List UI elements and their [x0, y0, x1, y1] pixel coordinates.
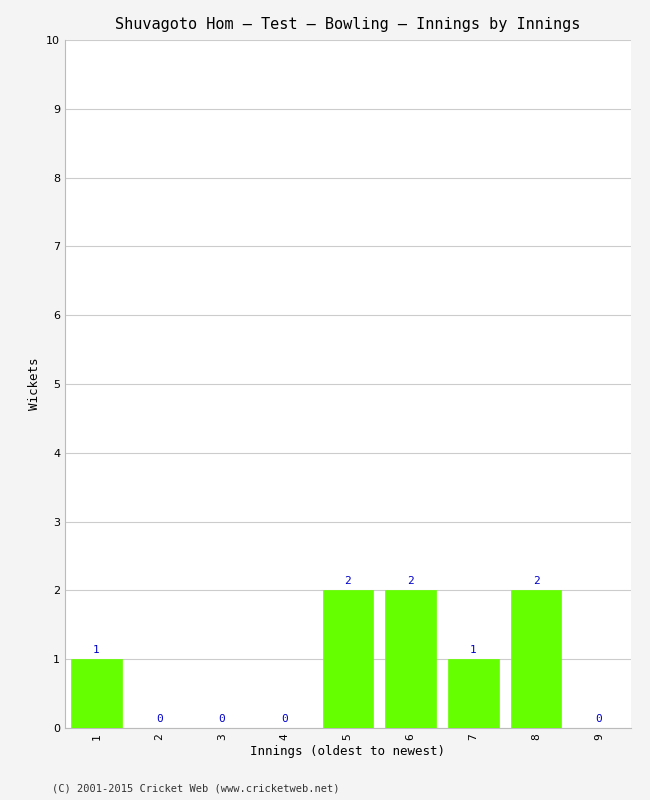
Text: 2: 2 [344, 576, 351, 586]
Text: 2: 2 [533, 576, 540, 586]
Bar [322, 590, 373, 728]
Text: 0: 0 [156, 714, 162, 724]
Y-axis label: Wickets: Wickets [27, 358, 40, 410]
Bar [511, 590, 562, 728]
Text: 2: 2 [407, 576, 414, 586]
Text: 0: 0 [281, 714, 289, 724]
Text: 0: 0 [595, 714, 603, 724]
Bar [448, 659, 499, 728]
Bar [385, 590, 436, 728]
Bar [72, 659, 122, 728]
X-axis label: Innings (oldest to newest): Innings (oldest to newest) [250, 745, 445, 758]
Text: (C) 2001-2015 Cricket Web (www.cricketweb.net): (C) 2001-2015 Cricket Web (www.cricketwe… [52, 784, 339, 794]
Text: 1: 1 [470, 645, 477, 655]
Text: 1: 1 [93, 645, 100, 655]
Text: 0: 0 [218, 714, 226, 724]
Title: Shuvagoto Hom – Test – Bowling – Innings by Innings: Shuvagoto Hom – Test – Bowling – Innings… [115, 17, 580, 32]
